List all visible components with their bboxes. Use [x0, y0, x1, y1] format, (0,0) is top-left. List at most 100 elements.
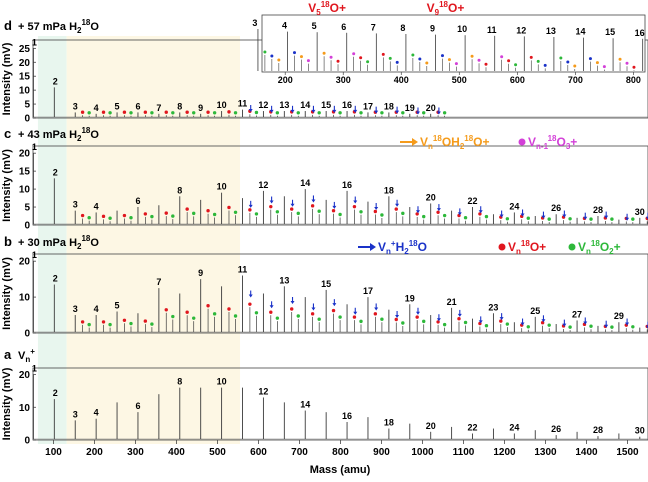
green-marker — [338, 111, 342, 115]
blue-arrow-marker — [499, 210, 504, 218]
blue-arrow-marker — [311, 195, 316, 203]
inset-marker — [536, 59, 540, 63]
inset-marker — [514, 63, 518, 67]
red-marker — [80, 320, 85, 324]
peak-label-n24: 24 — [509, 422, 519, 432]
panel-letter: b — [4, 234, 12, 249]
green-marker — [505, 217, 510, 221]
blue-arrow-marker — [374, 106, 379, 114]
y-tick-label: 5 — [24, 100, 30, 111]
peak-label-n17: 17 — [363, 286, 373, 296]
green-marker — [212, 312, 217, 316]
peak-label-n3: 3 — [73, 409, 78, 419]
green-marker — [171, 314, 175, 319]
peak-label-n19: 19 — [405, 103, 415, 113]
red-marker — [101, 214, 106, 219]
peak-label-n26: 26 — [551, 203, 561, 213]
x-tick-label: 1500 — [616, 447, 639, 458]
green-marker — [275, 316, 280, 320]
peak-label-n11: 11 — [238, 99, 248, 109]
inset-marker — [352, 52, 356, 56]
blue-arrow-marker — [625, 213, 630, 221]
y-tick-label: 0 — [24, 329, 30, 340]
x-tick-label: 500 — [209, 447, 226, 458]
green-marker — [380, 317, 384, 321]
green-marker — [422, 214, 426, 219]
red-marker — [164, 110, 168, 114]
red-marker — [80, 110, 85, 114]
peak-label-n6: 6 — [135, 196, 140, 206]
green-marker — [589, 217, 593, 221]
red-marker — [122, 318, 127, 323]
green-marker — [589, 324, 593, 328]
blue-arrow-marker — [311, 105, 316, 113]
green-marker — [359, 319, 363, 324]
green-marker — [526, 325, 530, 329]
peak-label-n11: 11 — [238, 265, 248, 275]
inset-marker — [270, 54, 274, 58]
blue-arrow-marker — [457, 309, 462, 317]
red-marker — [227, 110, 231, 114]
inset-peak-label-n15: 15 — [605, 27, 615, 37]
blue-arrow-marker — [395, 106, 400, 114]
y-tick-label: 15 — [19, 72, 31, 83]
blue-arrow-marker — [269, 105, 274, 113]
green-marker — [338, 315, 342, 319]
green-band — [37, 36, 67, 444]
green-marker — [422, 111, 426, 115]
blue-arrow-marker — [290, 199, 295, 207]
panel-title: + 57 mPa H218O — [18, 18, 99, 35]
green-marker — [171, 111, 175, 115]
green-marker — [296, 314, 300, 318]
red-marker — [373, 312, 378, 316]
green-marker — [631, 217, 635, 221]
peak-label-n9: 9 — [198, 103, 203, 113]
inset-marker — [477, 58, 481, 62]
inset-marker — [336, 59, 340, 63]
blue-arrow-marker — [353, 105, 358, 113]
peak-label-n14: 14 — [300, 178, 310, 188]
green-marker — [192, 316, 196, 320]
blue-arrow-marker — [332, 299, 337, 307]
blue-arrow-marker — [604, 320, 609, 328]
inset-marker — [329, 55, 333, 59]
y-tick-label: 25 — [19, 44, 31, 55]
blue-arrow-marker — [625, 318, 630, 326]
red-marker — [206, 110, 210, 114]
green-marker — [401, 111, 405, 115]
red-marker — [164, 211, 168, 215]
green-marker — [317, 209, 321, 213]
blue-arrow-marker — [311, 303, 316, 311]
red-marker — [290, 207, 294, 211]
x-tick-label: 200 — [86, 447, 103, 458]
y-axis-label: Intensity (mV) — [1, 257, 13, 330]
green-marker — [192, 111, 196, 115]
x-tick-label: 900 — [373, 447, 390, 458]
green-marker — [212, 212, 217, 217]
red-marker — [478, 212, 482, 216]
green-marker — [212, 111, 217, 115]
blue-arrow-marker — [541, 211, 546, 219]
inset-marker — [632, 65, 636, 69]
cream-band — [66, 36, 241, 444]
green-marker — [610, 325, 614, 329]
blue-arrow-marker — [395, 199, 400, 207]
svg-text:V518O+: V518O+ — [308, 0, 346, 17]
peak-label-n23: 23 — [488, 302, 498, 312]
green-marker — [150, 111, 154, 115]
peak-label-n27: 27 — [572, 309, 582, 319]
peak-label-n1: 1 — [32, 37, 37, 47]
peak-label-n22: 22 — [468, 196, 478, 206]
inset-marker — [322, 51, 326, 55]
peak-label-n16: 16 — [342, 100, 352, 110]
y-tick-label: 15 — [19, 167, 31, 178]
green-marker — [254, 110, 259, 115]
y-tick-label: 0 — [24, 436, 30, 447]
inset-marker — [381, 52, 385, 56]
x-tick-label: 400 — [168, 447, 185, 458]
peak-label-n4: 4 — [94, 408, 99, 418]
panel-letter: c — [4, 126, 11, 141]
